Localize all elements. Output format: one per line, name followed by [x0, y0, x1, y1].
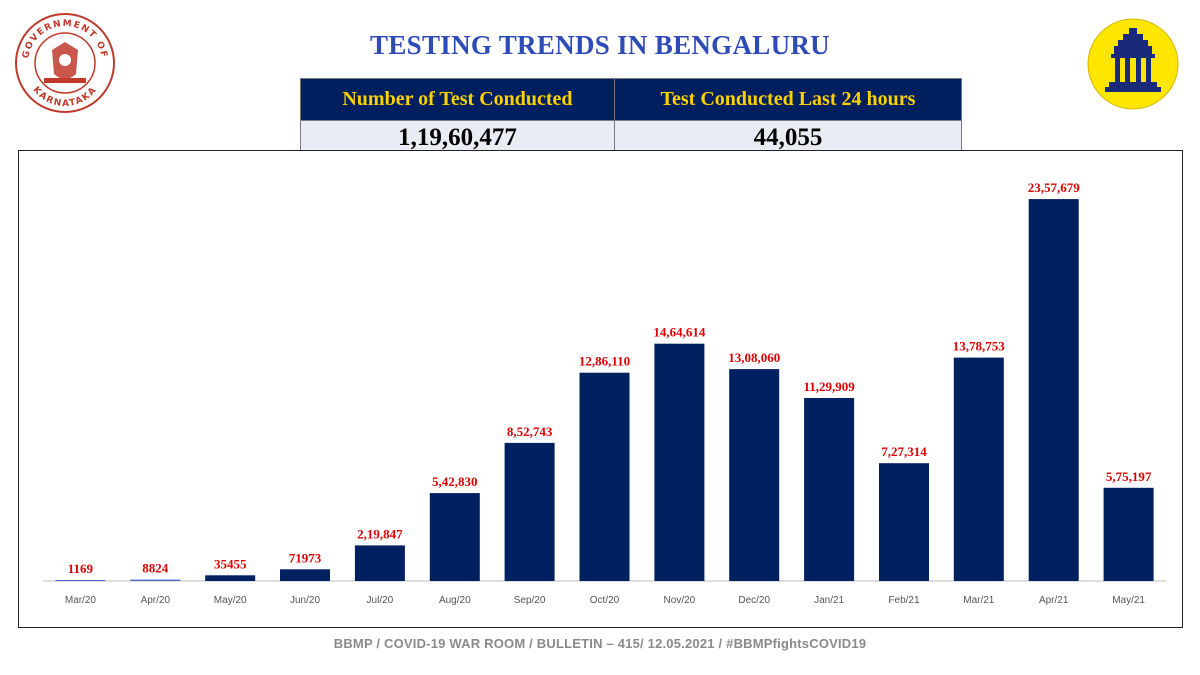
bar-Aug/20 [429, 493, 480, 581]
data-label-Jul/20: 2,19,847 [357, 526, 403, 541]
bar-Sep/20 [504, 442, 555, 581]
x-tick-Dec/20: Dec/20 [738, 595, 770, 606]
x-tick-Apr/21: Apr/21 [1039, 595, 1069, 606]
bar-Mar/21 [953, 357, 1004, 581]
bar-Oct/20 [579, 372, 630, 581]
bar-Jan/21 [804, 398, 855, 581]
x-tick-Jun/20: Jun/20 [290, 595, 320, 606]
bar-Jul/20 [354, 545, 405, 581]
karnataka-government-emblem-icon: GOVERNMENT OF KARNATAKA [15, 13, 115, 113]
bar-Feb/21 [879, 463, 929, 581]
x-tick-Nov/20: Nov/20 [664, 595, 696, 606]
test-stats-table: Number of Test Conducted Test Conducted … [300, 78, 963, 155]
x-tick-May/20: May/20 [214, 595, 247, 606]
data-label-Nov/20: 14,64,614 [653, 325, 706, 340]
x-tick-May/21: May/21 [1112, 595, 1145, 606]
page-title: TESTING TRENDS IN BENGALURU [370, 30, 830, 60]
last-24h-tests-header: Test Conducted Last 24 hours [613, 78, 963, 121]
bar-Jun/20 [280, 569, 330, 581]
bar-Apr/20 [130, 579, 181, 581]
data-label-Aug/20: 5,42,830 [432, 474, 478, 489]
x-tick-Apr/20: Apr/20 [141, 595, 171, 606]
x-tick-Oct/20: Oct/20 [590, 595, 620, 606]
bar-Nov/20 [654, 343, 705, 581]
bbmp-logo-icon [1087, 18, 1179, 110]
chart-container: 1169 Mar/20 8824 Apr/20 35455 May/20 71973 Jun/… [18, 150, 1183, 628]
x-tick-Mar/20: Mar/20 [65, 595, 97, 606]
data-label-Apr/21: 23,57,679 [1028, 180, 1081, 195]
data-label-Mar/20: 1169 [68, 561, 94, 576]
last-24h-tests-value: 44,055 [613, 120, 963, 155]
x-tick-Aug/20: Aug/20 [439, 595, 471, 606]
monthly-tests-bar-chart: 1169 Mar/20 8824 Apr/20 35455 May/20 71973 Jun/… [43, 180, 1166, 606]
data-label-May/20: 35455 [214, 556, 247, 571]
x-tick-Jul/20: Jul/20 [367, 595, 394, 606]
data-label-Sep/20: 8,52,743 [507, 424, 553, 439]
total-tests-value: 1,19,60,477 [300, 120, 615, 155]
bar-May/21 [1103, 487, 1154, 581]
bar-Dec/20 [729, 369, 780, 581]
x-tick-Jan/21: Jan/21 [814, 595, 844, 606]
total-tests-header: Number of Test Conducted [300, 78, 615, 121]
data-label-Mar/21: 13,78,753 [953, 339, 1006, 354]
data-label-Jun/20: 71973 [289, 550, 322, 565]
data-label-Feb/21: 7,27,314 [881, 444, 927, 459]
x-tick-Feb/21: Feb/21 [888, 595, 920, 606]
data-label-Dec/20: 13,08,060 [728, 350, 780, 365]
x-tick-Sep/20: Sep/20 [514, 595, 546, 606]
data-label-Apr/20: 8824 [142, 561, 169, 576]
bar-May/20 [205, 575, 256, 581]
bar-Apr/21 [1028, 199, 1079, 581]
footer-bulletin: BBMP / COVID-19 WAR ROOM / BULLETIN – 41… [333, 636, 867, 651]
data-label-Oct/20: 12,86,110 [579, 354, 630, 369]
data-label-Jan/21: 11,29,909 [803, 379, 855, 394]
data-label-May/21: 5,75,197 [1106, 469, 1152, 484]
x-tick-Mar/21: Mar/21 [963, 595, 995, 606]
bar-Mar/20 [55, 580, 106, 581]
